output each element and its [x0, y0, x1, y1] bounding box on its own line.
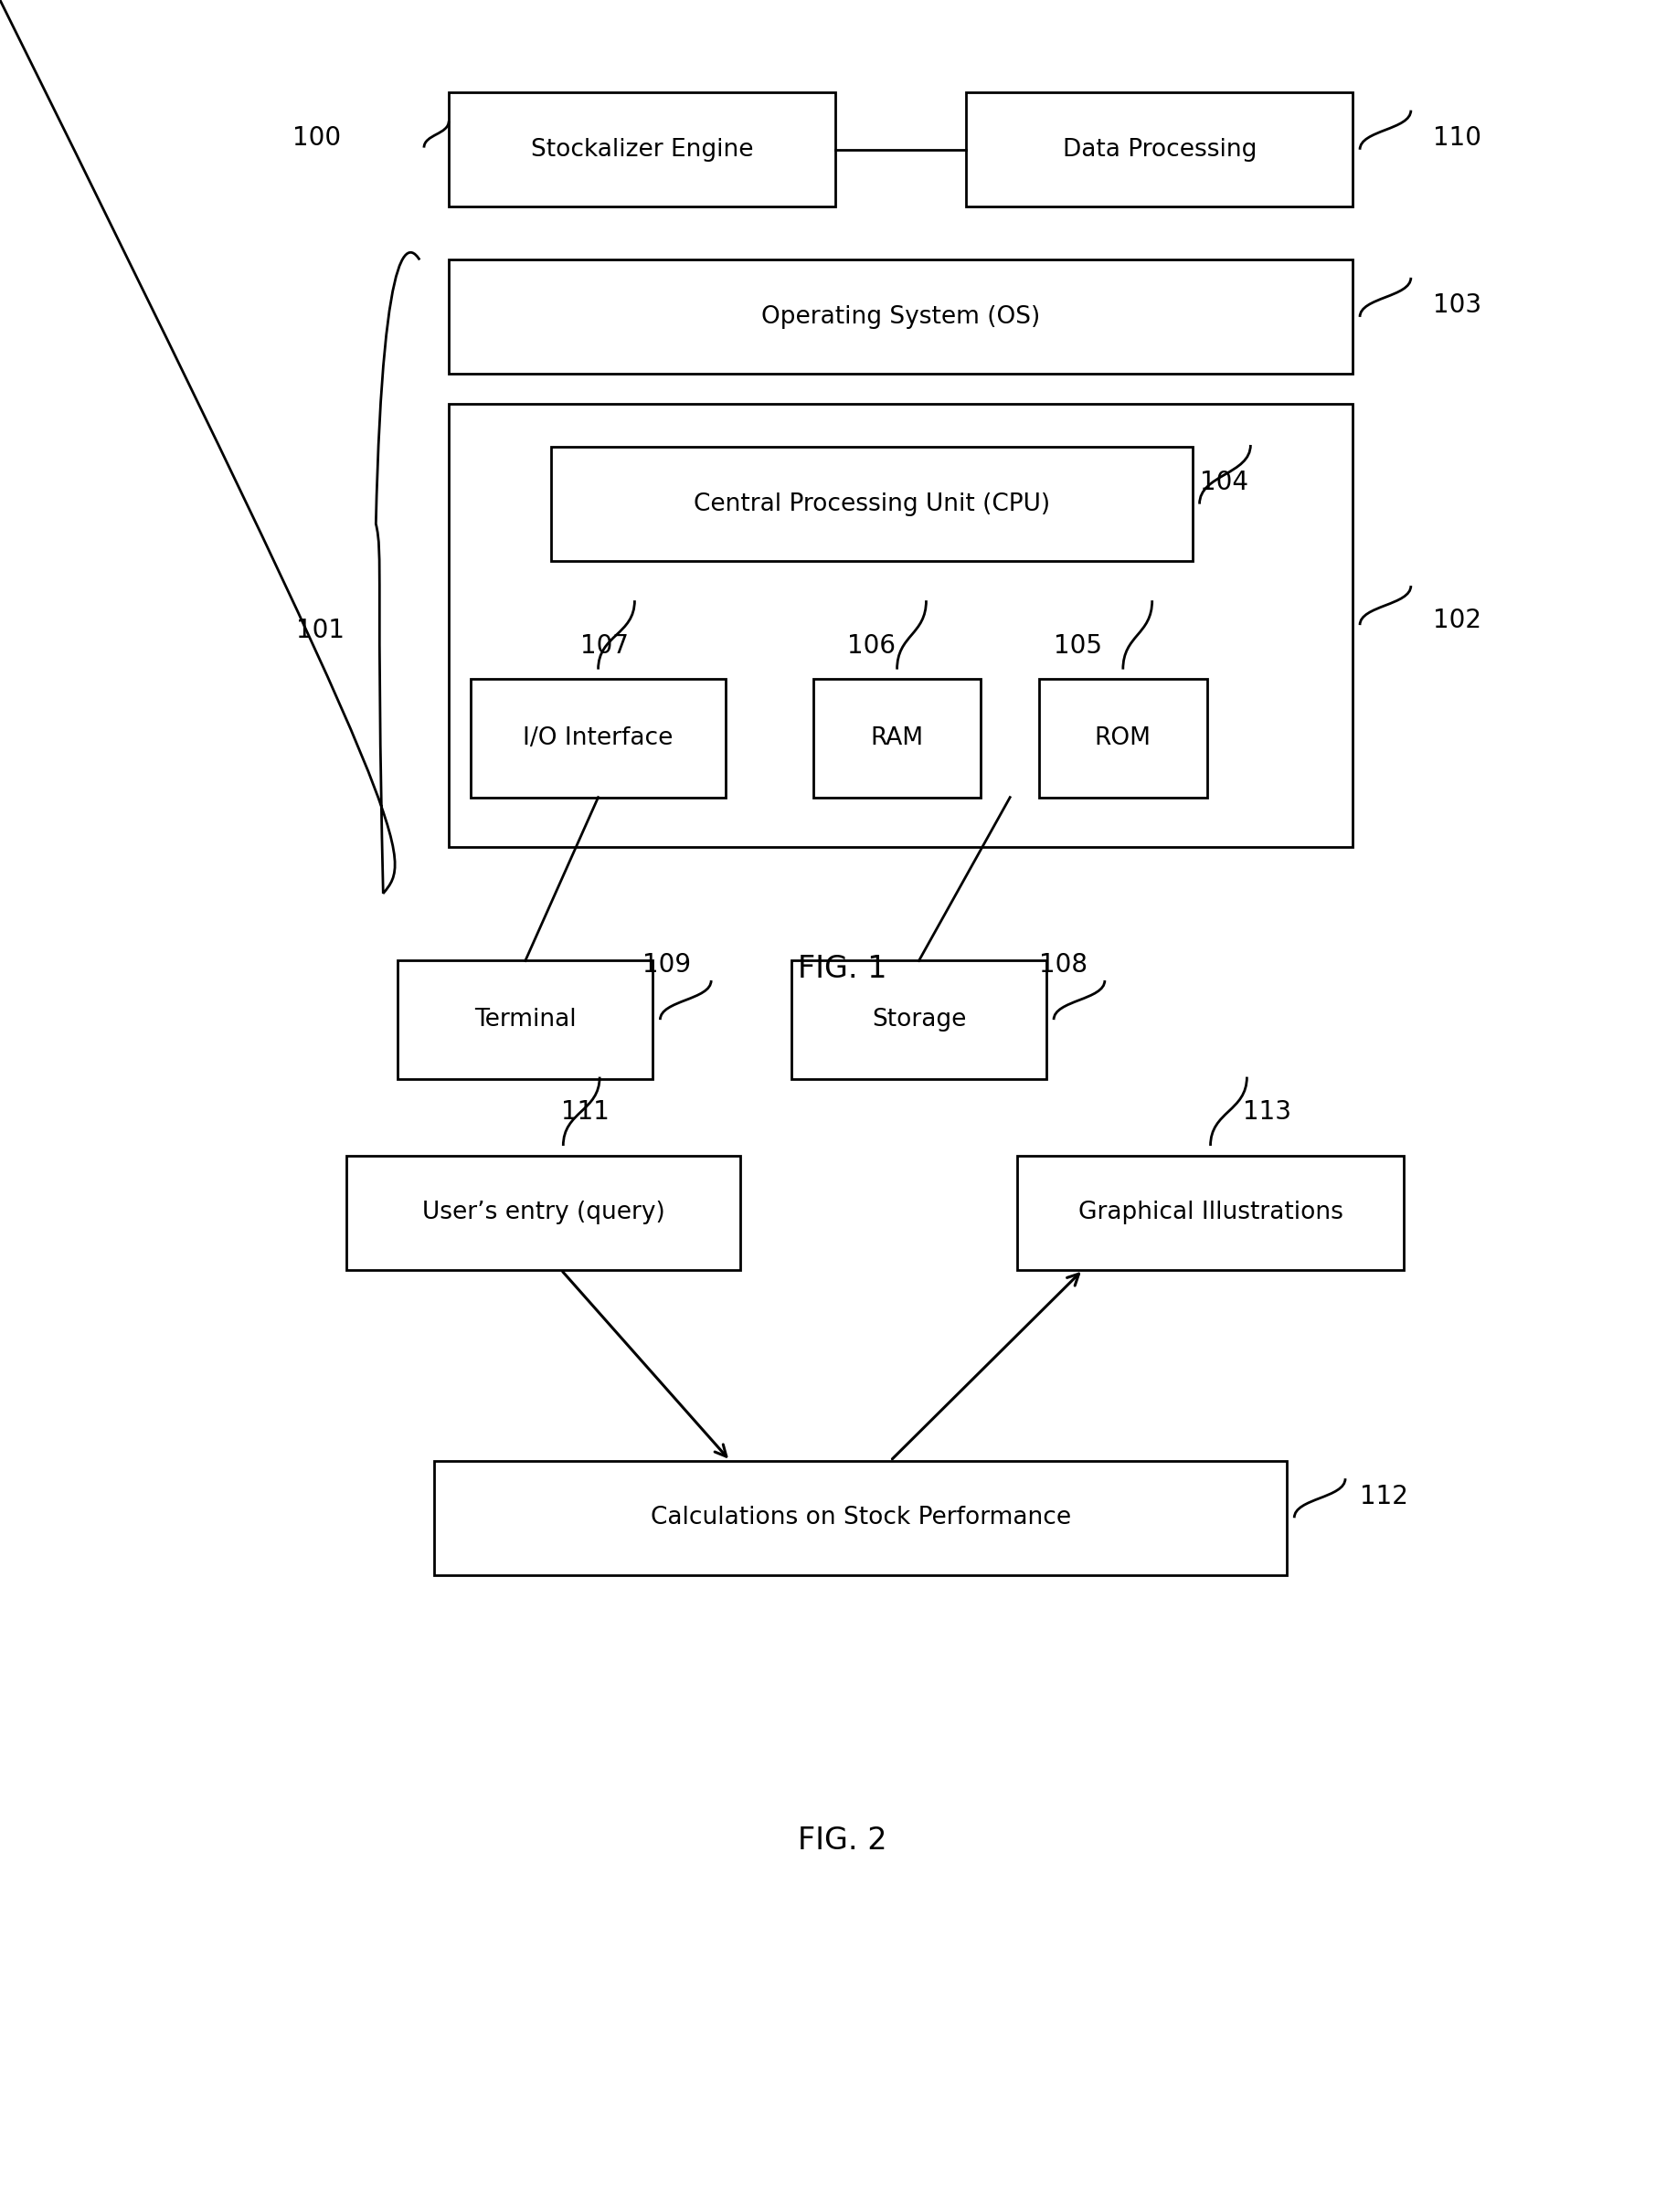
Bar — [435, 1460, 1286, 1575]
Text: 102: 102 — [1433, 608, 1481, 633]
Text: 100: 100 — [293, 126, 342, 150]
Text: 111: 111 — [561, 1099, 610, 1126]
Bar — [791, 960, 1046, 1079]
Bar — [966, 93, 1353, 206]
Text: Central Processing Unit (CPU): Central Processing Unit (CPU) — [693, 491, 1050, 515]
Bar — [448, 403, 1353, 847]
Text: 106: 106 — [846, 633, 895, 659]
Text: FIG. 2: FIG. 2 — [798, 1825, 886, 1856]
Bar — [813, 679, 981, 796]
Text: 105: 105 — [1053, 633, 1103, 659]
Text: Data Processing: Data Processing — [1063, 137, 1256, 161]
Bar — [448, 259, 1353, 374]
Text: Terminal: Terminal — [475, 1009, 576, 1031]
Text: Graphical Illustrations: Graphical Illustrations — [1078, 1201, 1343, 1225]
Text: 104: 104 — [1200, 469, 1248, 495]
Bar — [398, 960, 653, 1079]
Text: RAM: RAM — [870, 726, 923, 750]
Text: I/O Interface: I/O Interface — [523, 726, 673, 750]
Text: Calculations on Stock Performance: Calculations on Stock Performance — [650, 1506, 1071, 1531]
Text: 112: 112 — [1359, 1484, 1408, 1509]
Text: 107: 107 — [580, 633, 628, 659]
Text: 113: 113 — [1243, 1099, 1291, 1126]
Bar — [448, 93, 835, 206]
Bar — [470, 679, 726, 796]
Text: Operating System (OS): Operating System (OS) — [761, 305, 1040, 330]
Text: Stockalizer Engine: Stockalizer Engine — [531, 137, 753, 161]
Bar — [1040, 679, 1206, 796]
Text: 109: 109 — [643, 951, 691, 978]
Text: ROM: ROM — [1095, 726, 1151, 750]
Text: 101: 101 — [297, 617, 345, 644]
Bar — [1018, 1155, 1403, 1270]
Text: 110: 110 — [1433, 126, 1481, 150]
Text: Storage: Storage — [871, 1009, 966, 1031]
Text: User’s entry (query): User’s entry (query) — [421, 1201, 665, 1225]
Bar — [347, 1155, 740, 1270]
Bar — [551, 447, 1193, 562]
Text: 103: 103 — [1433, 292, 1481, 319]
Text: 108: 108 — [1040, 951, 1088, 978]
Text: FIG. 1: FIG. 1 — [798, 953, 886, 984]
